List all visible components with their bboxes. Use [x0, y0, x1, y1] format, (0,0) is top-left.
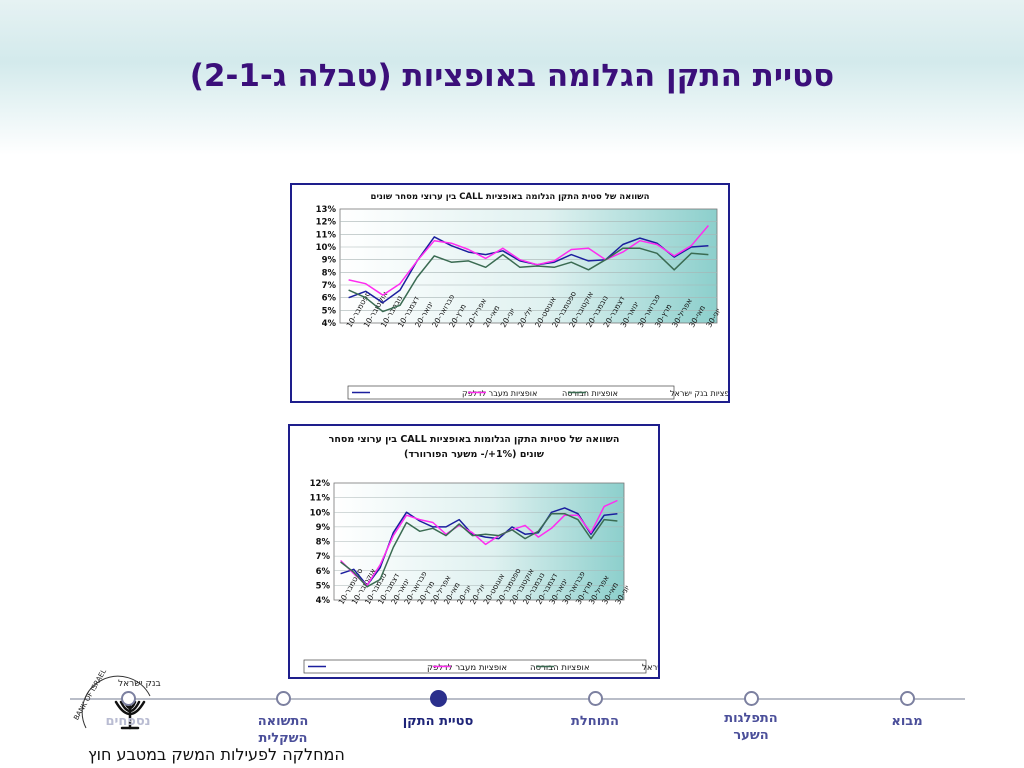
y-tick-label: 11% — [316, 230, 337, 240]
y-tick-label: 5% — [316, 581, 331, 591]
y-tick-label: 4% — [322, 319, 337, 329]
y-tick-label: 6% — [322, 294, 337, 304]
y-tick-label: 10% — [310, 508, 331, 518]
legend-label-2: אופציות בנק ישראל — [670, 389, 728, 398]
y-tick-label: 8% — [316, 538, 331, 548]
nav-dot-1[interactable] — [275, 690, 291, 706]
legend-label-1: אופציות הבורסה — [562, 389, 618, 398]
page-title: סטיית התקן הגלומה באופציות (טבלה ג-2-1) — [189, 58, 835, 94]
header-band — [0, 0, 1024, 155]
series-line-1 — [340, 499, 618, 587]
y-tick-label: 6% — [316, 567, 331, 577]
chart-title: השוואה של סטית התקן הגלומה באופציות CALL… — [371, 192, 650, 202]
y-tick-label: 7% — [316, 552, 331, 562]
chart-title: השוואה של סטיות התקן הגלומות באופציות CA… — [329, 434, 620, 445]
y-tick-label: 9% — [316, 523, 331, 533]
nav-item-0[interactable]: נספחים — [105, 714, 151, 729]
nav-dot-5[interactable] — [899, 690, 915, 706]
y-tick-label: 5% — [322, 306, 337, 316]
department-footer: המחלקה לפעילות המשק במטבע חוץ — [88, 745, 345, 764]
y-tick-label: 13% — [316, 205, 337, 215]
legend-label-1: אופציות הבורסה — [530, 663, 590, 673]
nav-item-3[interactable]: התוחלת — [571, 714, 619, 729]
series-line-2 — [348, 247, 709, 313]
y-tick-label: 4% — [316, 596, 331, 606]
y-tick-label: 11% — [310, 494, 331, 504]
nav-item-5[interactable]: מבוא — [891, 714, 923, 729]
chart-2: השוואה של סטיות התקן הגלומות באופציות CA… — [303, 434, 658, 674]
nav-track — [70, 698, 965, 700]
y-tick-label: 12% — [316, 218, 337, 228]
nav-dot-3[interactable] — [587, 690, 603, 706]
chart-panel-1: השוואה של סטית התקן הגלומה באופציות CALL… — [290, 183, 730, 403]
y-tick-label: 9% — [322, 256, 337, 266]
series-line-1 — [348, 225, 709, 296]
nav-item-1[interactable]: התשואה השקלית — [257, 714, 309, 746]
chart-1: השוואה של סטית התקן הגלומה באופציות CALL… — [316, 192, 728, 400]
logo-text-top: בנק ישראל — [118, 679, 161, 689]
legend-label-2: אופציות בנק ישראל — [642, 663, 658, 673]
chart-panel-2: השוואה של סטיות התקן הגלומות באופציות CA… — [288, 424, 660, 679]
legend: אופציות מעבר לדלפק אופציות הבורסה אופציות … — [303, 659, 658, 674]
nav-dot-0[interactable] — [120, 690, 136, 706]
bank-of-israel-logo: בנק ישראל BANK OF ISRAEL — [72, 670, 161, 730]
y-tick-label: 8% — [322, 268, 337, 278]
y-tick-label: 10% — [316, 243, 337, 253]
nav-item-2[interactable]: סטיית התקן — [402, 714, 474, 729]
nav-item-4[interactable]: התפלגות השער — [724, 711, 778, 743]
series-line-2 — [340, 512, 618, 588]
chart-subtitle: שונים (1%+/- משער הפורוורד) — [404, 449, 545, 460]
legend-label-0: אופציות מעבר לדלפק — [462, 389, 537, 398]
nav-dot-4[interactable] — [743, 690, 759, 706]
nav-dot-2[interactable] — [429, 689, 447, 707]
y-tick-label: 7% — [322, 281, 337, 291]
legend-label-0: אופציות מעבר לדלפק — [427, 663, 507, 673]
legend: אופציות מעבר לדלפק אופציות הבורסה אופציות … — [347, 385, 728, 400]
y-tick-label: 12% — [310, 479, 331, 489]
